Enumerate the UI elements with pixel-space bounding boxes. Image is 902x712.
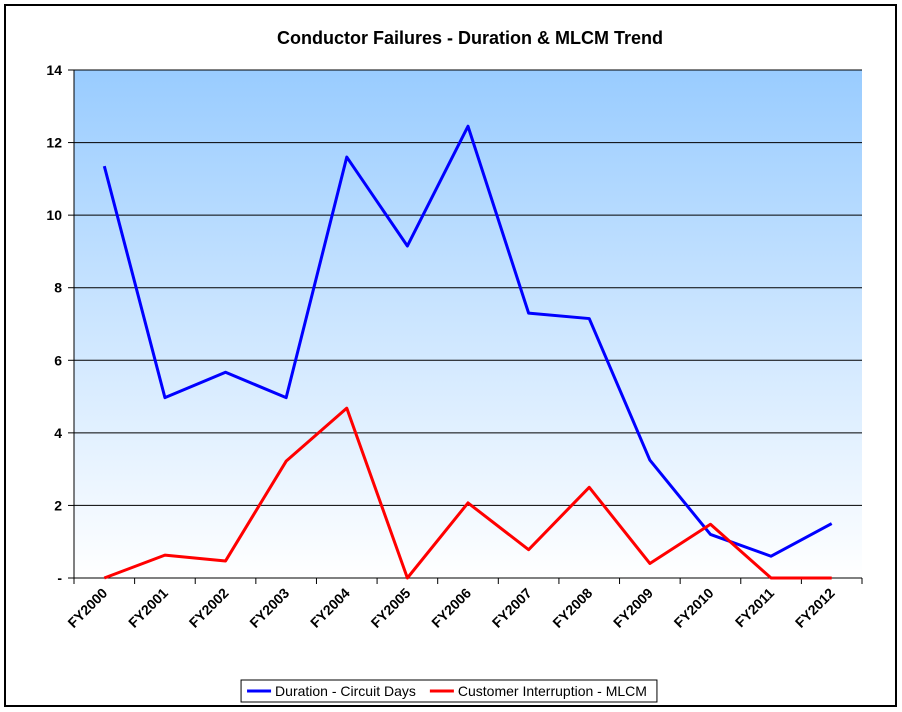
chart-title: Conductor Failures - Duration & MLCM Tre… (277, 28, 663, 48)
series-line (103, 406, 832, 580)
legend: Duration - Circuit Days Customer Interrup… (240, 679, 658, 703)
series-line (102, 124, 833, 558)
legend-label: Duration - Circuit Days (275, 683, 416, 699)
y-tick-label: 10 (46, 207, 62, 223)
plot-area (74, 70, 862, 578)
y-tick-label: 2 (54, 497, 62, 513)
y-tick-label: 8 (54, 280, 62, 296)
legend-label: Customer Interruption - MLCM (458, 683, 647, 699)
y-tick-label: 12 (46, 135, 62, 151)
y-tick-label: - (57, 570, 62, 586)
y-tick-label: 6 (54, 352, 62, 368)
y-tick-label: 14 (46, 62, 62, 78)
y-tick-label: 4 (54, 425, 62, 441)
